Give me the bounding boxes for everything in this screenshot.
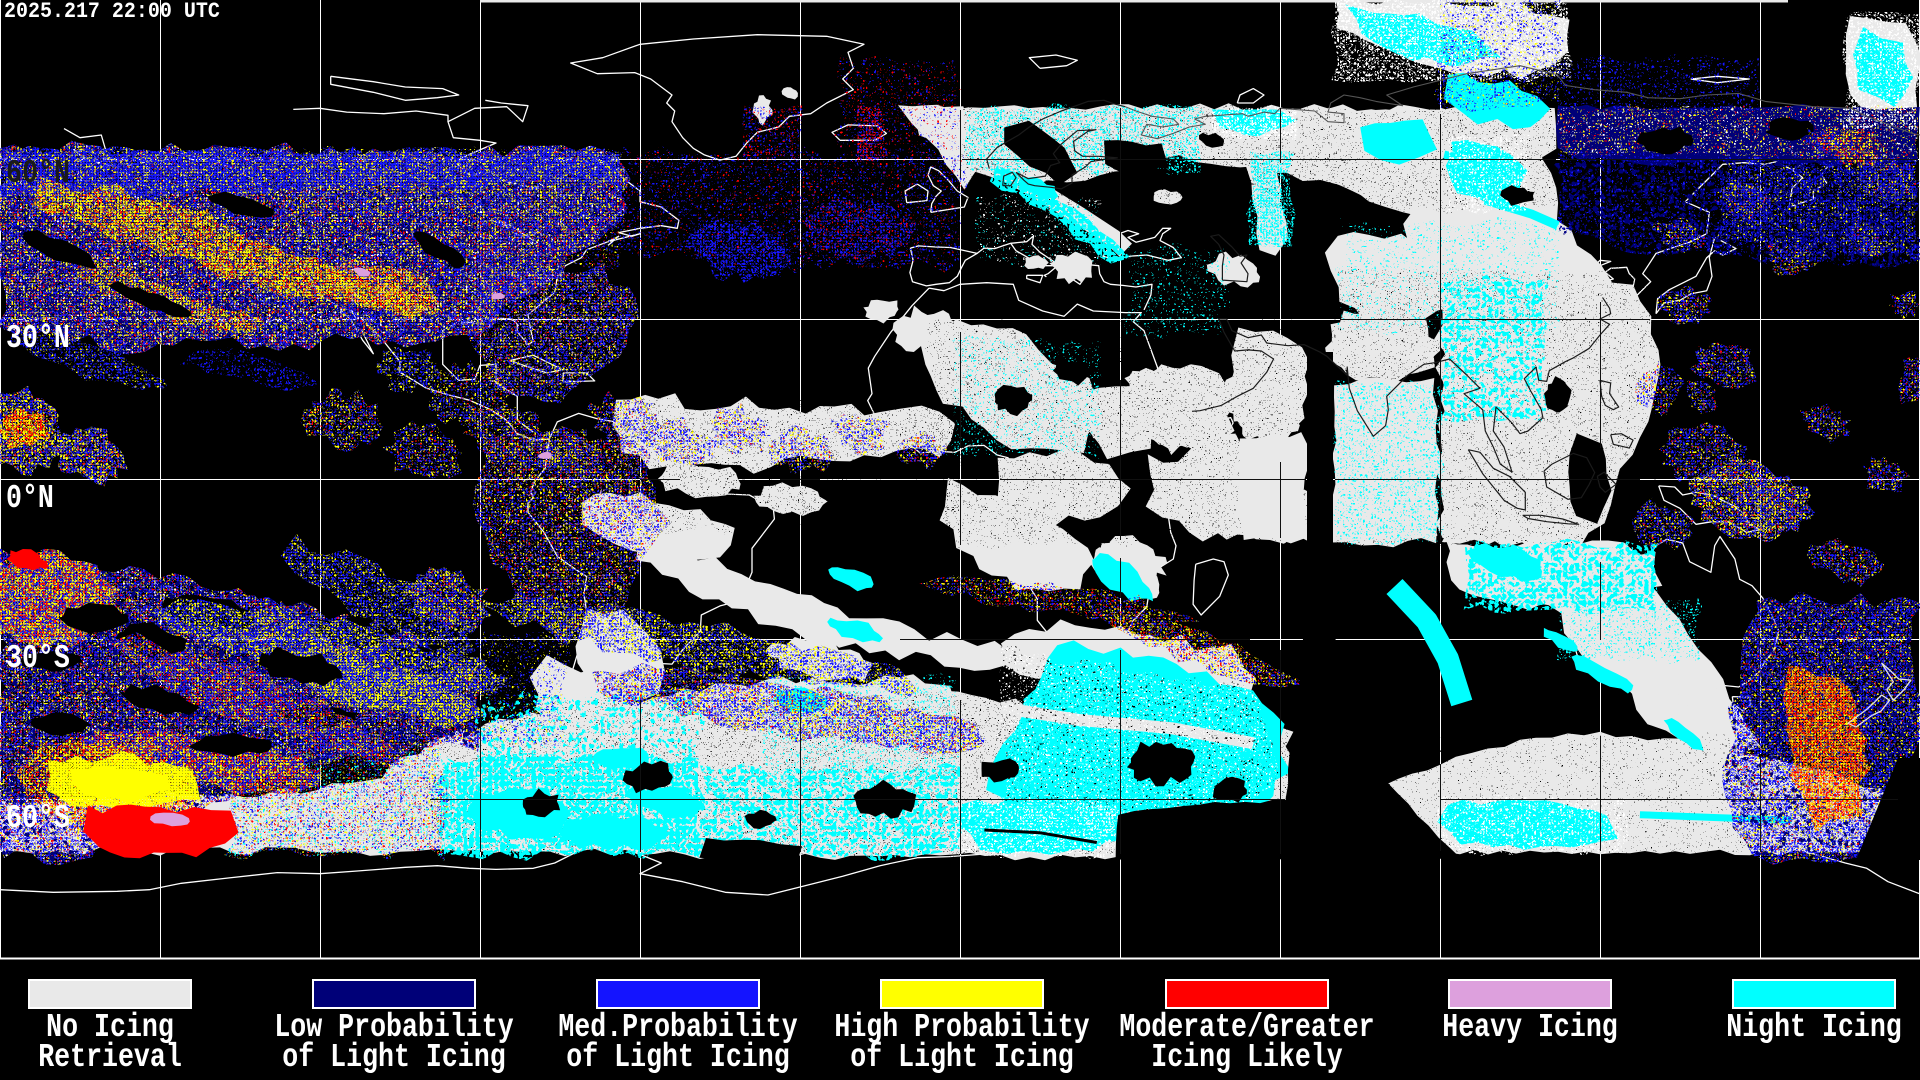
svg-text:60°N: 60°N xyxy=(6,155,70,193)
svg-text:Retrieval: Retrieval xyxy=(38,1039,182,1077)
svg-text:High Probability: High Probability xyxy=(834,1009,1089,1047)
svg-text:Low Probability: Low Probability xyxy=(274,1009,513,1047)
svg-text:0°N: 0°N xyxy=(6,480,54,518)
svg-text:60°S: 60°S xyxy=(6,800,70,838)
svg-text:Med.Probability: Med.Probability xyxy=(558,1009,797,1047)
svg-text:Heavy Icing: Heavy Icing xyxy=(1442,1009,1618,1047)
svg-text:Moderate/Greater: Moderate/Greater xyxy=(1119,1009,1374,1047)
svg-text:2025.217 22:00 UTC: 2025.217 22:00 UTC xyxy=(4,0,220,24)
svg-text:No Icing: No Icing xyxy=(46,1009,174,1047)
svg-text:Icing Likely: Icing Likely xyxy=(1151,1039,1342,1077)
svg-text:30°S: 30°S xyxy=(6,640,70,678)
svg-text:of Light Icing: of Light Icing xyxy=(566,1039,789,1077)
svg-text:of Light Icing: of Light Icing xyxy=(282,1039,505,1077)
svg-text:30°N: 30°N xyxy=(6,320,70,358)
svg-text:of Light Icing: of Light Icing xyxy=(850,1039,1073,1077)
svg-text:Night Icing: Night Icing xyxy=(1726,1009,1902,1047)
